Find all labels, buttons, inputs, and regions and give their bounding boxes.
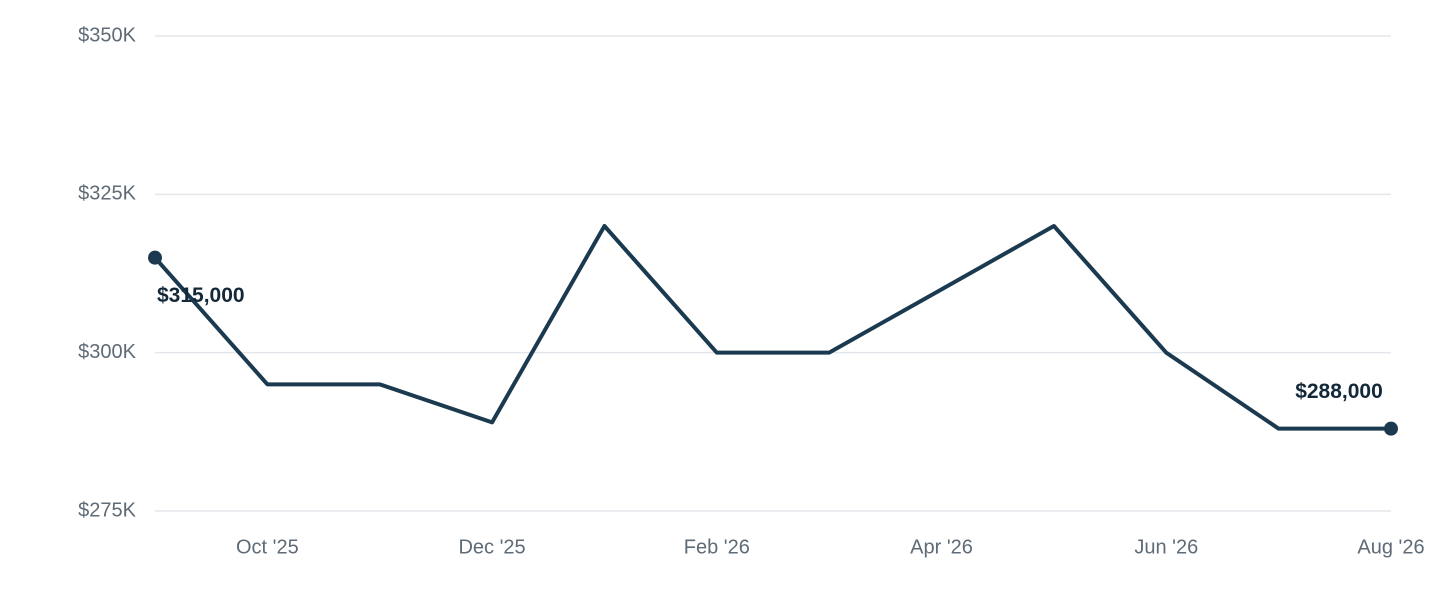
y-tick-label: $325K [78, 183, 136, 205]
x-tick-label: Jun '26 [1134, 536, 1198, 558]
data-label: $288,000 [1295, 380, 1383, 403]
y-tick-label: $350K [78, 24, 136, 46]
x-tick-label: Oct '25 [236, 536, 299, 558]
y-tick-label: $275K [78, 499, 136, 521]
x-tick-label: Feb '26 [684, 536, 750, 558]
data-point [148, 250, 162, 265]
x-tick-label: Dec '25 [458, 536, 525, 558]
data-point [1384, 421, 1398, 436]
x-tick-label: Apr '26 [910, 536, 973, 558]
data-label: $315,000 [157, 284, 245, 307]
x-tick-label: Aug '26 [1357, 536, 1424, 558]
data-line [153, 224, 1391, 431]
y-tick-label: $300K [78, 341, 136, 363]
